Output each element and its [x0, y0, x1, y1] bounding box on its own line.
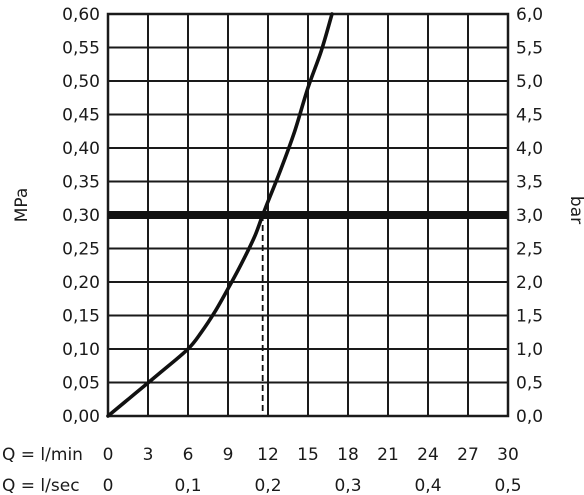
x-tick-label-lmin: 27 — [457, 445, 479, 465]
series-layer — [106, 12, 334, 418]
y-tick-label-left: 0,05 — [62, 374, 100, 394]
y-tick-label-left: 0,50 — [62, 72, 100, 92]
x-tick-label-lmin: 12 — [257, 445, 279, 465]
x-tick-label-lmin: 6 — [183, 445, 194, 465]
y-tick-label-left: 0,20 — [62, 273, 100, 293]
tick-labels: 0,00 0,00,05 0,50,10 1,00,15 1,50,20 2,00,25 2… — [62, 5, 543, 495]
y-tick-label-right: 0,0 — [516, 407, 543, 427]
x-tick-label-lmin: 30 — [497, 445, 519, 465]
x-row-label-lsec: Q = l/sec — [2, 476, 80, 495]
x-tick-label-lsec: 0,4 — [414, 476, 441, 495]
y-tick-label-right: 4,0 — [516, 139, 543, 159]
x-tick-label-lmin: 0 — [103, 445, 114, 465]
y-axis-title-right: bar — [566, 196, 584, 224]
y-tick-label-right: 2,0 — [516, 273, 543, 293]
y-tick-label-left: 0,00 — [62, 407, 100, 427]
y-tick-label-left: 0,40 — [62, 139, 100, 159]
x-tick-label-lmin: 24 — [417, 445, 439, 465]
y-tick-label-right: 2,5 — [516, 240, 543, 260]
y-tick-label-right: 4,5 — [516, 106, 543, 126]
x-tick-label-lsec: 0,5 — [494, 476, 521, 495]
y-tick-label-left: 0,15 — [62, 307, 100, 327]
y-tick-label-right: 6,0 — [516, 5, 543, 25]
y-tick-label-left: 0,30 — [62, 206, 100, 226]
y-tick-label-left: 0,45 — [62, 106, 100, 126]
y-tick-label-right: 0,5 — [516, 374, 543, 394]
x-tick-label-lmin: 15 — [297, 445, 319, 465]
series-line — [106, 12, 334, 418]
x-tick-label-lmin: 3 — [143, 445, 154, 465]
y-tick-label-left: 0,25 — [62, 240, 100, 260]
x-tick-label-lmin: 21 — [377, 445, 399, 465]
y-tick-label-right: 1,0 — [516, 340, 543, 360]
y-tick-label-right: 3,0 — [516, 206, 543, 226]
y-axis-title-left: MPa — [12, 188, 32, 223]
y-tick-label-left: 0,55 — [62, 39, 100, 59]
y-tick-label-right: 3,5 — [516, 173, 543, 193]
x-tick-label-lsec: 0,2 — [254, 476, 281, 495]
x-tick-label-lmin: 18 — [337, 445, 359, 465]
x-row-label-lmin: Q = l/min — [2, 445, 83, 465]
x-tick-label-lsec: 0 — [103, 476, 114, 495]
y-tick-label-right: 5,0 — [516, 72, 543, 92]
y-tick-label-right: 5,5 — [516, 39, 543, 59]
y-tick-label-left: 0,35 — [62, 173, 100, 193]
x-tick-label-lsec: 0,1 — [174, 476, 201, 495]
y-tick-label-left: 0,10 — [62, 340, 100, 360]
y-tick-label-left: 0,60 — [62, 5, 100, 25]
x-tick-label-lsec: 0,3 — [334, 476, 361, 495]
y-tick-label-right: 1,5 — [516, 307, 543, 327]
x-tick-label-lmin: 9 — [223, 445, 234, 465]
reference-line-layer — [108, 211, 508, 416]
